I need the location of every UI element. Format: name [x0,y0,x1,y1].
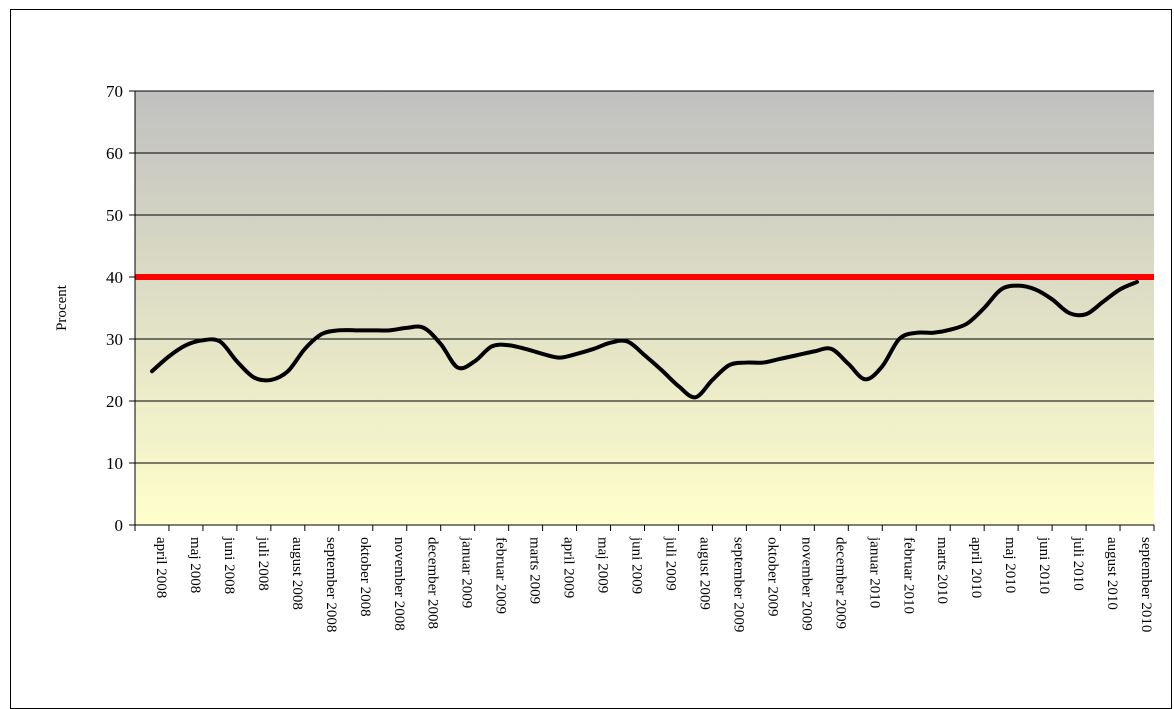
series-line [149,279,1140,400]
y-tick-label: 30 [106,330,123,349]
x-tick-label: januar 2009 [459,536,475,608]
x-tick-label: maj 2008 [187,537,203,593]
x-tick-label: marts 2010 [934,537,950,604]
x-tick-label: juni 2008 [221,536,237,594]
x-tick-label: oktober 2009 [764,537,780,617]
x-tick-label: september 2010 [1138,537,1154,632]
x-tick-label: april 2008 [153,537,169,598]
x-tick-label: juli 2010 [1070,536,1086,591]
x-tick-label: januar 2010 [866,536,882,608]
x-tick-label: august 2009 [696,537,712,610]
x-tick-label: december 2008 [425,537,441,629]
x-tick-label: august 2008 [289,537,305,610]
y-tick-label: 70 [106,82,123,101]
x-tick-label: oktober 2008 [357,537,373,617]
x-tick-label: juli 2008 [255,536,271,591]
y-tick-label: 40 [106,268,123,287]
y-tick-label: 0 [115,516,124,535]
x-tick-label: maj 2009 [595,537,611,593]
x-tick-label: juli 2009 [662,536,678,591]
x-tick-label: februar 2009 [493,537,509,614]
x-tick-label: september 2009 [730,537,746,632]
x-tick-label: marts 2009 [527,537,543,604]
x-tick-label: november 2008 [391,537,407,631]
x-tick-label: november 2009 [798,537,814,631]
x-tick-label: april 2009 [561,537,577,598]
line-chart: 0 10 20 30 40 50 60 70 april 2008 maj 2008 juni 2… [54,82,1155,632]
x-tick-label: december 2009 [832,537,848,629]
y-tick-label: 10 [106,454,123,473]
x-tick-label: juni 2009 [629,536,645,594]
x-tick-label: april 2010 [968,537,984,598]
y-tick-label: 50 [106,206,123,225]
y-tick-label: 60 [106,144,123,163]
x-tick-label: september 2008 [323,537,339,632]
y-tick-label: 20 [106,392,123,411]
x-tick-label: februar 2010 [900,537,916,614]
x-tick-label: juni 2010 [1036,536,1052,594]
x-tick-label: maj 2010 [1002,537,1018,593]
plot-area [135,91,1154,525]
y-axis-title: Procent [54,284,70,331]
x-tick-label: august 2010 [1104,537,1120,610]
